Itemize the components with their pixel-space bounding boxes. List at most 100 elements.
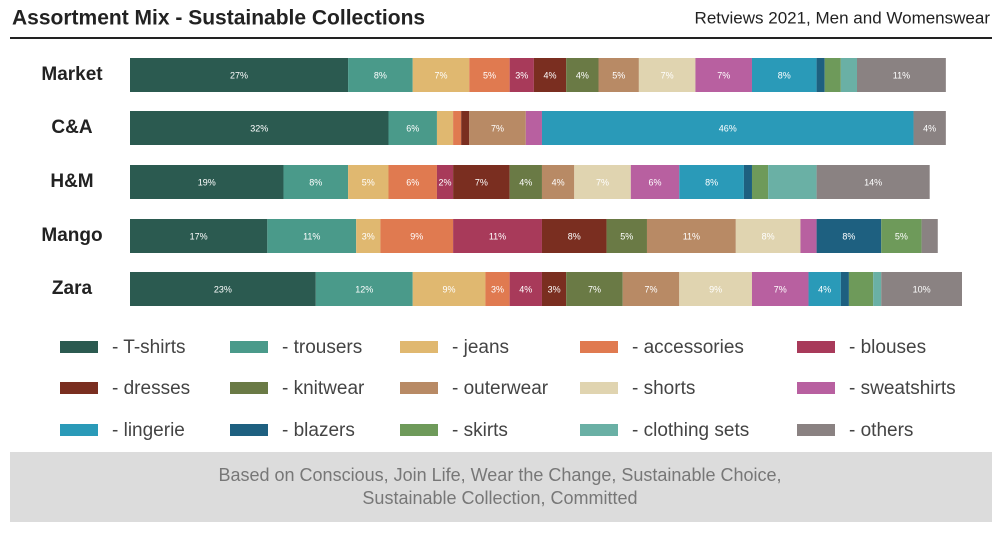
- footnote-box: [10, 452, 992, 522]
- value-label: 10%: [913, 284, 931, 294]
- value-label: 11%: [683, 231, 700, 241]
- bar-segment: [130, 272, 316, 306]
- legend-label: - lingerie: [112, 420, 185, 441]
- bar-segment: [525, 111, 542, 145]
- bar-segment: [453, 165, 510, 199]
- bar-segment: [469, 111, 526, 145]
- legend-label: - others: [849, 420, 913, 441]
- bar-segment: [453, 111, 462, 145]
- legend-swatch: [797, 424, 835, 436]
- bar-segment: [130, 219, 268, 253]
- bar-segment: [840, 272, 849, 306]
- value-label: 4%: [519, 284, 532, 294]
- legend-swatch: [797, 341, 835, 353]
- legend-label: - dresses: [112, 378, 190, 399]
- bar-segment: [566, 272, 623, 306]
- bar-segment: [267, 219, 357, 253]
- value-label: 7%: [661, 70, 674, 80]
- bar-segment: [638, 58, 696, 92]
- bar-segment: [436, 111, 454, 145]
- legend-swatch: [797, 382, 835, 394]
- footnote: Based on Conscious, Join Life, Wear the …: [218, 465, 781, 485]
- value-label: 5%: [620, 231, 633, 241]
- bar-segment: [388, 111, 437, 145]
- bar-segment: [848, 272, 874, 306]
- bar-segment: [436, 165, 454, 199]
- footnote: Sustainable Collection, Committed: [362, 488, 637, 508]
- value-label: 11%: [489, 231, 506, 241]
- value-label: 4%: [519, 177, 532, 187]
- bar-segment: [388, 165, 437, 199]
- legend-label: - clothing sets: [632, 420, 749, 441]
- bar-segment: [735, 219, 801, 253]
- chart-title: Assortment Mix - Sustainable Collections: [12, 7, 425, 30]
- value-label: 46%: [719, 123, 737, 133]
- value-label: 3%: [515, 70, 528, 80]
- legend-swatch: [580, 382, 618, 394]
- value-label: 8%: [309, 177, 322, 187]
- value-label: 23%: [214, 284, 232, 294]
- value-label: 5%: [483, 70, 496, 80]
- legend-label: - sweatshirts: [849, 378, 956, 399]
- legend-label: - blazers: [282, 420, 355, 441]
- bar-segment: [840, 58, 857, 92]
- bar-segment: [315, 272, 413, 306]
- legend-swatch: [400, 341, 438, 353]
- bar-segment: [348, 165, 389, 199]
- value-label: 5%: [895, 231, 908, 241]
- bar-segment: [412, 58, 470, 92]
- legend-swatch: [60, 382, 98, 394]
- bar-segment: [380, 219, 454, 253]
- value-label: 5%: [362, 177, 375, 187]
- bar-segment: [541, 219, 607, 253]
- chart-subtitle: Retviews 2021, Men and Womenswear: [695, 8, 991, 27]
- bar-segment: [751, 165, 769, 199]
- category-label: Mango: [41, 225, 102, 246]
- bar-segment: [824, 58, 841, 92]
- legend-label: - skirts: [452, 420, 508, 441]
- value-label: 4%: [544, 70, 557, 80]
- bar-segment: [485, 272, 510, 306]
- bar-segment: [800, 219, 817, 253]
- legend-swatch: [230, 382, 268, 394]
- legend-label: - knitwear: [282, 378, 365, 399]
- legend-swatch: [400, 424, 438, 436]
- value-label: 4%: [576, 70, 589, 80]
- value-label: 7%: [588, 284, 601, 294]
- value-label: 7%: [645, 284, 658, 294]
- bar-segment: [816, 165, 930, 199]
- bar-segment: [873, 272, 882, 306]
- bar-segment: [768, 165, 817, 199]
- bar-segment: [816, 219, 882, 253]
- value-label: 3%: [548, 284, 561, 294]
- value-label: 6%: [406, 177, 419, 187]
- legend-swatch: [400, 382, 438, 394]
- value-label: 12%: [355, 284, 373, 294]
- bar-segment: [356, 219, 381, 253]
- value-label: 4%: [552, 177, 565, 187]
- bar-segment: [743, 165, 752, 199]
- value-label: 8%: [705, 177, 718, 187]
- value-label: 9%: [410, 231, 423, 241]
- bar-segment: [630, 165, 680, 199]
- bar-segment: [566, 58, 599, 92]
- bar-segment: [469, 58, 510, 92]
- category-label: C&A: [51, 117, 92, 138]
- value-label: 11%: [303, 231, 320, 241]
- legend-swatch: [580, 424, 618, 436]
- category-label: Market: [41, 64, 103, 85]
- bar-segment: [130, 165, 284, 199]
- value-label: 9%: [443, 284, 456, 294]
- value-label: 6%: [406, 123, 419, 133]
- legend-label: - accessories: [632, 337, 744, 358]
- bar-segment: [574, 165, 631, 199]
- legend-label: - T-shirts: [112, 337, 186, 358]
- value-label: 3%: [491, 284, 504, 294]
- bar-segment: [348, 58, 413, 92]
- value-label: 8%: [778, 70, 791, 80]
- legend-swatch: [60, 424, 98, 436]
- value-label: 7%: [475, 177, 488, 187]
- value-label: 4%: [923, 123, 936, 133]
- legend-label: - trousers: [282, 337, 362, 358]
- bar-segment: [808, 272, 841, 306]
